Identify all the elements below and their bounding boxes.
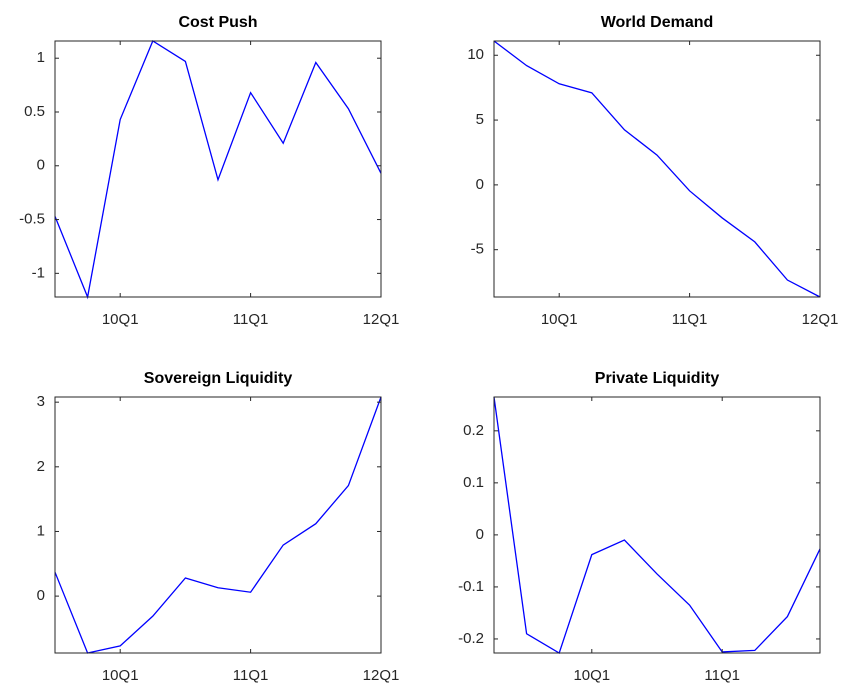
x-tick-label: 11Q1: [233, 311, 269, 328]
x-tick-label: 10Q1: [102, 667, 139, 684]
data-line: [54, 396, 382, 654]
y-tick-label: -5: [471, 241, 484, 258]
chart-title: Private Liquidity: [595, 370, 720, 387]
y-tick-label: 2: [37, 458, 45, 475]
data-line: [493, 396, 821, 654]
data-line: [54, 40, 382, 300]
y-tick-label: 0.1: [463, 474, 484, 491]
chart-title: Cost Push: [178, 14, 257, 31]
y-tick-label: -0.2: [458, 630, 484, 647]
y-tick-label: 3: [37, 393, 45, 410]
axes-frame: [493, 396, 821, 654]
x-tick-label: 11Q1: [704, 667, 740, 684]
axes-frame: [54, 396, 382, 654]
x-tick-label: 11Q1: [672, 311, 708, 328]
chart-title: World Demand: [601, 14, 714, 31]
y-tick-label: 0: [37, 587, 45, 604]
y-tick-label: 0.5: [24, 103, 45, 120]
x-tick-label: 10Q1: [102, 311, 139, 328]
y-tick-label: 10: [467, 46, 484, 63]
y-tick-label: 0.2: [463, 422, 484, 439]
y-tick-label: -0.1: [458, 578, 484, 595]
x-tick-label: 10Q1: [541, 311, 578, 328]
y-tick-label: 0: [476, 176, 484, 193]
x-tick-label: 11Q1: [233, 667, 269, 684]
data-line: [493, 40, 821, 298]
x-tick-label: 12Q1: [802, 311, 839, 328]
x-tick-label: 12Q1: [363, 667, 400, 684]
y-tick-label: -1: [32, 264, 45, 281]
y-tick-label: 0: [476, 526, 484, 543]
y-tick-label: 1: [37, 522, 45, 539]
x-tick-label: 12Q1: [363, 311, 400, 328]
axes-frame: [54, 40, 382, 298]
x-tick-label: 10Q1: [573, 667, 610, 684]
y-tick-label: 0: [37, 157, 45, 174]
y-tick-label: -0.5: [19, 211, 45, 228]
y-tick-label: 1: [37, 49, 45, 66]
chart-title: Sovereign Liquidity: [144, 370, 293, 387]
y-tick-label: 5: [476, 111, 484, 128]
axes-frame: [493, 40, 821, 298]
